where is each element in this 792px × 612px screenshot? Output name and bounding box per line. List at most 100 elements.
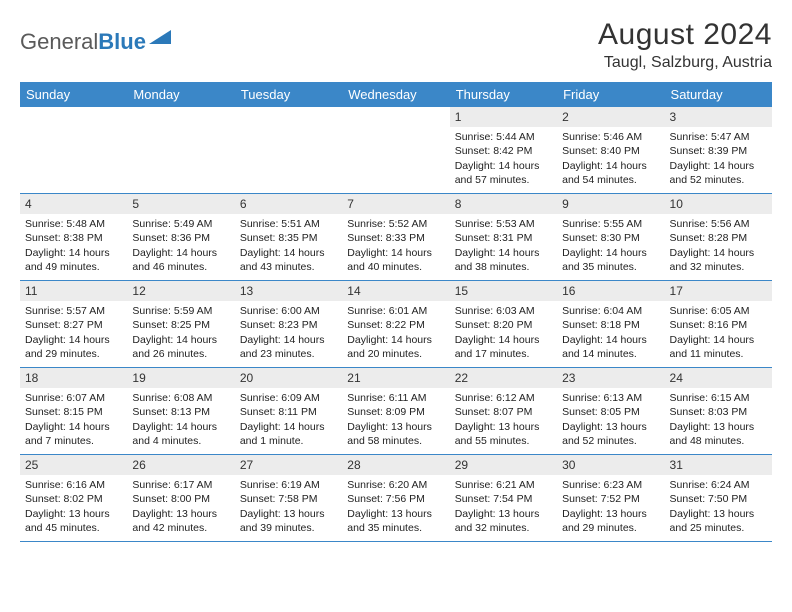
day-number: 28: [342, 455, 449, 475]
sunset-line: Sunset: 8:28 PM: [670, 231, 767, 245]
sunset-line: Sunset: 8:36 PM: [132, 231, 229, 245]
daylight-line: Daylight: 13 hours and 32 minutes.: [455, 507, 552, 535]
daylight-line: Daylight: 14 hours and 49 minutes.: [25, 246, 122, 274]
sunrise-line: Sunrise: 5:52 AM: [347, 217, 444, 231]
day-details: Sunrise: 5:46 AMSunset: 8:40 PMDaylight:…: [557, 127, 664, 191]
day-number: 26: [127, 455, 234, 475]
daylight-line: Daylight: 14 hours and 43 minutes.: [240, 246, 337, 274]
sunset-line: Sunset: 8:25 PM: [132, 318, 229, 332]
calendar-day-cell: 26Sunrise: 6:17 AMSunset: 8:00 PMDayligh…: [127, 455, 234, 541]
sunrise-line: Sunrise: 6:24 AM: [670, 478, 767, 492]
sunrise-line: Sunrise: 5:46 AM: [562, 130, 659, 144]
day-details: Sunrise: 6:15 AMSunset: 8:03 PMDaylight:…: [665, 388, 772, 452]
day-details: Sunrise: 6:16 AMSunset: 8:02 PMDaylight:…: [20, 475, 127, 539]
sunset-line: Sunset: 8:39 PM: [670, 144, 767, 158]
day-number: 9: [557, 194, 664, 214]
day-number: 19: [127, 368, 234, 388]
day-details: Sunrise: 5:57 AMSunset: 8:27 PMDaylight:…: [20, 301, 127, 365]
weekday-header: Thursday: [450, 82, 557, 107]
calendar-day-cell: [342, 107, 449, 193]
sunset-line: Sunset: 8:42 PM: [455, 144, 552, 158]
day-number: 1: [450, 107, 557, 127]
sunset-line: Sunset: 8:33 PM: [347, 231, 444, 245]
calendar-day-cell: 23Sunrise: 6:13 AMSunset: 8:05 PMDayligh…: [557, 368, 664, 454]
calendar-day-cell: 15Sunrise: 6:03 AMSunset: 8:20 PMDayligh…: [450, 281, 557, 367]
weekday-header: Wednesday: [342, 82, 449, 107]
calendar-week-row: 18Sunrise: 6:07 AMSunset: 8:15 PMDayligh…: [20, 368, 772, 455]
day-details: Sunrise: 5:52 AMSunset: 8:33 PMDaylight:…: [342, 214, 449, 278]
calendar-day-cell: 31Sunrise: 6:24 AMSunset: 7:50 PMDayligh…: [665, 455, 772, 541]
day-number: 20: [235, 368, 342, 388]
day-details: Sunrise: 6:07 AMSunset: 8:15 PMDaylight:…: [20, 388, 127, 452]
day-number: 6: [235, 194, 342, 214]
daylight-line: Daylight: 14 hours and 57 minutes.: [455, 159, 552, 187]
calendar-day-cell: [235, 107, 342, 193]
brand-part2: Blue: [98, 29, 146, 55]
daylight-line: Daylight: 14 hours and 26 minutes.: [132, 333, 229, 361]
sunrise-line: Sunrise: 6:04 AM: [562, 304, 659, 318]
sunset-line: Sunset: 8:22 PM: [347, 318, 444, 332]
day-number: [342, 107, 449, 125]
calendar-day-cell: 19 Sunrise: 6:08 AMSunset: 8:13 PMDayligh…: [127, 368, 234, 454]
day-details: Sunrise: 6:23 AMSunset: 7:52 PMDaylight:…: [557, 475, 664, 539]
calendar-day-cell: 14Sunrise: 6:01 AMSunset: 8:22 PMDayligh…: [342, 281, 449, 367]
sunrise-line: Sunrise: 6:11 AM: [347, 391, 444, 405]
sunset-line: Sunset: 8:31 PM: [455, 231, 552, 245]
sunrise-line: Sunrise: 5:48 AM: [25, 217, 122, 231]
sunset-line: Sunset: 7:58 PM: [240, 492, 337, 506]
sunrise-line: Sunrise: 6:15 AM: [670, 391, 767, 405]
sunset-line: Sunset: 8:13 PM: [132, 405, 229, 419]
daylight-line: Daylight: 14 hours and 20 minutes.: [347, 333, 444, 361]
calendar-body: 1Sunrise: 5:44 AMSunset: 8:42 PMDaylight…: [20, 107, 772, 542]
day-number: 12: [127, 281, 234, 301]
day-details: Sunrise: 6:20 AMSunset: 7:56 PMDaylight:…: [342, 475, 449, 539]
daylight-line: Daylight: 14 hours and 17 minutes.: [455, 333, 552, 361]
calendar-day-cell: 4Sunrise: 5:48 AMSunset: 8:38 PMDaylight…: [20, 194, 127, 280]
daylight-line: Daylight: 13 hours and 35 minutes.: [347, 507, 444, 535]
daylight-line: Daylight: 14 hours and 40 minutes.: [347, 246, 444, 274]
daylight-line: Daylight: 14 hours and 7 minutes.: [25, 420, 122, 448]
day-number: 24: [665, 368, 772, 388]
calendar-day-cell: 18Sunrise: 6:07 AMSunset: 8:15 PMDayligh…: [20, 368, 127, 454]
day-number: 11: [20, 281, 127, 301]
daylight-line: Daylight: 14 hours and 32 minutes.: [670, 246, 767, 274]
sunrise-line: Sunrise: 6:20 AM: [347, 478, 444, 492]
sunset-line: Sunset: 8:30 PM: [562, 231, 659, 245]
calendar-day-cell: 10Sunrise: 5:56 AMSunset: 8:28 PMDayligh…: [665, 194, 772, 280]
sunrise-line: Sunrise: 5:56 AM: [670, 217, 767, 231]
sunset-line: Sunset: 7:56 PM: [347, 492, 444, 506]
day-details: Sunrise: 6:03 AMSunset: 8:20 PMDaylight:…: [450, 301, 557, 365]
calendar-day-cell: 11Sunrise: 5:57 AMSunset: 8:27 PMDayligh…: [20, 281, 127, 367]
daylight-line: Daylight: 13 hours and 39 minutes.: [240, 507, 337, 535]
day-details: Sunrise: 6:13 AMSunset: 8:05 PMDaylight:…: [557, 388, 664, 452]
sunrise-line: Sunrise: 5:44 AM: [455, 130, 552, 144]
daylight-line: Daylight: 14 hours and 46 minutes.: [132, 246, 229, 274]
day-number: 4: [20, 194, 127, 214]
day-number: 18: [20, 368, 127, 388]
day-details: Sunrise: 6:12 AMSunset: 8:07 PMDaylight:…: [450, 388, 557, 452]
calendar-day-cell: 16Sunrise: 6:04 AMSunset: 8:18 PMDayligh…: [557, 281, 664, 367]
sunset-line: Sunset: 7:54 PM: [455, 492, 552, 506]
calendar-day-cell: 20Sunrise: 6:09 AMSunset: 8:11 PMDayligh…: [235, 368, 342, 454]
day-details: Sunrise: 5:48 AMSunset: 8:38 PMDaylight:…: [20, 214, 127, 278]
day-number: 5: [127, 194, 234, 214]
sunset-line: Sunset: 8:35 PM: [240, 231, 337, 245]
sunrise-line: Sunrise: 6:23 AM: [562, 478, 659, 492]
day-number: [20, 107, 127, 125]
day-details: Sunrise: 6:09 AMSunset: 8:11 PMDaylight:…: [235, 388, 342, 452]
sunrise-line: Sunrise: 6:16 AM: [25, 478, 122, 492]
calendar-day-cell: 1 Sunrise: 5:44 AMSunset: 8:42 PMDaylight…: [450, 107, 557, 193]
sunrise-line: Sunrise: 6:21 AM: [455, 478, 552, 492]
brand-part1: General: [20, 29, 98, 55]
sunset-line: Sunset: 7:50 PM: [670, 492, 767, 506]
day-number: 23: [557, 368, 664, 388]
daylight-line: Daylight: 14 hours and 52 minutes.: [670, 159, 767, 187]
daylight-line: Daylight: 14 hours and 4 minutes.: [132, 420, 229, 448]
calendar-day-cell: 13Sunrise: 6:00 AMSunset: 8:23 PMDayligh…: [235, 281, 342, 367]
day-number: 13: [235, 281, 342, 301]
day-number: 8: [450, 194, 557, 214]
calendar-week-row: 25Sunrise: 6:16 AMSunset: 8:02 PMDayligh…: [20, 455, 772, 542]
day-details: Sunrise: 5:59 AMSunset: 8:25 PMDaylight:…: [127, 301, 234, 365]
daylight-line: Daylight: 13 hours and 25 minutes.: [670, 507, 767, 535]
sunrise-line: Sunrise: 6:08 AM: [132, 391, 229, 405]
